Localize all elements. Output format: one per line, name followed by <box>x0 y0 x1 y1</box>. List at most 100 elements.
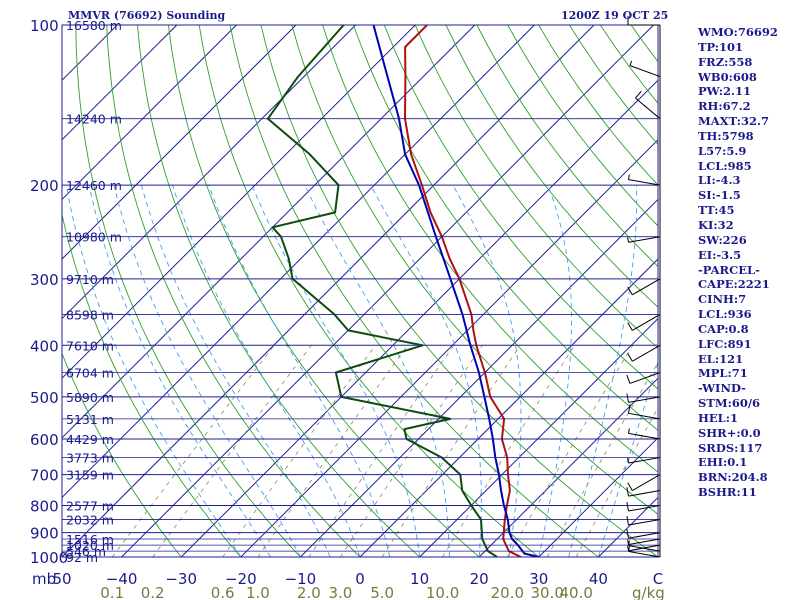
pressure-axis-unit: mb <box>32 570 56 588</box>
temperature-tick-label: 0 <box>355 570 365 588</box>
wind-barb <box>627 314 661 331</box>
temperature-tick-label: C <box>653 570 663 588</box>
stat-item: EI:-3.5 <box>698 247 742 262</box>
mixing-ratio-tick-label: 40.0 <box>560 584 593 600</box>
temperature-tick-label: 30 <box>529 570 548 588</box>
moist-adiabat-line <box>370 184 482 557</box>
wind-barb-flag <box>626 529 629 539</box>
wind-barb <box>626 529 661 539</box>
wind-barb-flag <box>626 374 631 384</box>
moist-adiabat-line <box>141 184 331 557</box>
stat-item: TP:101 <box>698 39 744 54</box>
wind-barb-flag <box>627 404 631 414</box>
wind-barb-shaft <box>628 504 661 512</box>
stat-item: CAPE:2221 <box>698 277 770 292</box>
height-label: 5131 m <box>66 412 114 427</box>
isotherm-line <box>62 25 297 260</box>
height-label: 12460 m <box>66 178 122 193</box>
mixing-ratio-tick-label: 5.0 <box>370 584 394 600</box>
mixing-ratio-tick-label: 20.0 <box>491 584 524 600</box>
stat-item: LI:-4.3 <box>698 173 741 188</box>
pressure-tick-label: 200 <box>30 177 59 195</box>
isotherm-line <box>62 25 535 499</box>
wind-barb <box>635 90 661 120</box>
mixing-ratio-tick-label: 30.0 <box>530 584 563 600</box>
wind-barb <box>627 16 660 26</box>
wind-barb-shaft <box>632 344 661 362</box>
isotherm-line <box>62 25 476 439</box>
wind-barb-shaft <box>628 412 661 420</box>
height-label: 3773 m <box>66 450 114 465</box>
dry-adiabat-line <box>167 25 480 557</box>
height-label: 14240 m <box>66 112 122 127</box>
wind-barb <box>626 502 661 512</box>
height-label: 4429 m <box>66 432 114 447</box>
pressure-tick-label: 300 <box>30 271 59 289</box>
wind-barb <box>627 428 661 440</box>
stat-item: HEL:1 <box>698 410 738 425</box>
pressure-tick-label: 500 <box>30 389 59 407</box>
height-label: 1020 m <box>66 538 114 553</box>
wind-barb-flag <box>629 60 633 66</box>
pressure-tick-label: 600 <box>30 431 59 449</box>
stat-item: STM:60/6 <box>698 396 761 411</box>
wind-barb-flag <box>627 539 629 545</box>
wind-barb <box>627 538 661 546</box>
stat-item: -PARCEL- <box>698 262 760 277</box>
height-label: 92 m <box>66 550 98 565</box>
wind-barb-flag <box>627 286 633 296</box>
temperature-tick-label: 50 <box>52 570 71 588</box>
temperature-profile-line <box>404 25 522 557</box>
height-label: 8598 m <box>66 307 114 322</box>
wind-barb-flag <box>627 482 633 491</box>
moist-adiabat-line <box>65 185 242 557</box>
wind-barb-shaft <box>628 538 661 546</box>
wind-barb-shaft <box>628 236 661 243</box>
wind-barb-flag <box>627 458 629 464</box>
chart-title: MMVR (76692) Sounding <box>68 9 226 22</box>
mixing-ratio-tick-label: 1.0 <box>246 584 270 600</box>
dry-adiabat-line <box>291 25 658 515</box>
wind-barb <box>627 544 661 552</box>
wind-barb-shaft <box>628 432 661 440</box>
wind-barb <box>627 174 661 186</box>
isotherm-line <box>180 79 658 557</box>
moist-adiabat-line <box>568 185 638 557</box>
wind-barb <box>626 516 661 526</box>
chart-time: 1200Z 19 OCT 25 <box>561 9 669 22</box>
wind-barb-flag <box>626 516 629 526</box>
wind-barb-flag <box>635 90 642 99</box>
stat-item: LCL:936 <box>698 307 752 322</box>
wind-barb-flag <box>627 353 633 362</box>
wind-barb-shaft <box>628 550 661 558</box>
stat-item: SHR+:0.0 <box>698 425 761 440</box>
wind-barb-shaft <box>628 396 661 403</box>
wind-barb-flag <box>627 322 633 331</box>
isotherm-line <box>240 139 658 557</box>
stat-item: SW:226 <box>698 232 747 247</box>
height-label: 9710 m <box>66 272 114 287</box>
wind-barb <box>626 487 661 497</box>
plot-frame <box>61 24 659 558</box>
wind-barb-shaft <box>628 490 661 497</box>
mixing-ratio-line <box>308 345 455 557</box>
height-label: 7610 m <box>66 338 114 353</box>
stat-item: WB0:608 <box>698 69 757 84</box>
moist-adiabat-line <box>251 184 421 557</box>
mixing-ratio-line <box>222 345 376 557</box>
wind-barb <box>627 456 661 464</box>
temperature-tick-label: −20 <box>225 570 257 588</box>
mixing-ratio-tick-label: 0.1 <box>100 584 124 600</box>
moist-adiabat-line <box>113 184 301 557</box>
wind-barb-shaft <box>629 372 661 384</box>
height-label: 2577 m <box>66 498 114 513</box>
stat-item: KI:32 <box>698 217 734 232</box>
pressure-tick-label: 800 <box>30 497 59 515</box>
isotherm-line <box>300 198 658 557</box>
mixing-ratio-tick-label: 2.0 <box>297 584 321 600</box>
wind-barb-flag <box>627 545 629 551</box>
height-label: 2032 m <box>66 512 114 527</box>
stat-item: BRN:204.8 <box>698 470 768 485</box>
pressure-tick-label: 100 <box>30 17 59 35</box>
pressure-tick-label: 700 <box>30 467 59 485</box>
